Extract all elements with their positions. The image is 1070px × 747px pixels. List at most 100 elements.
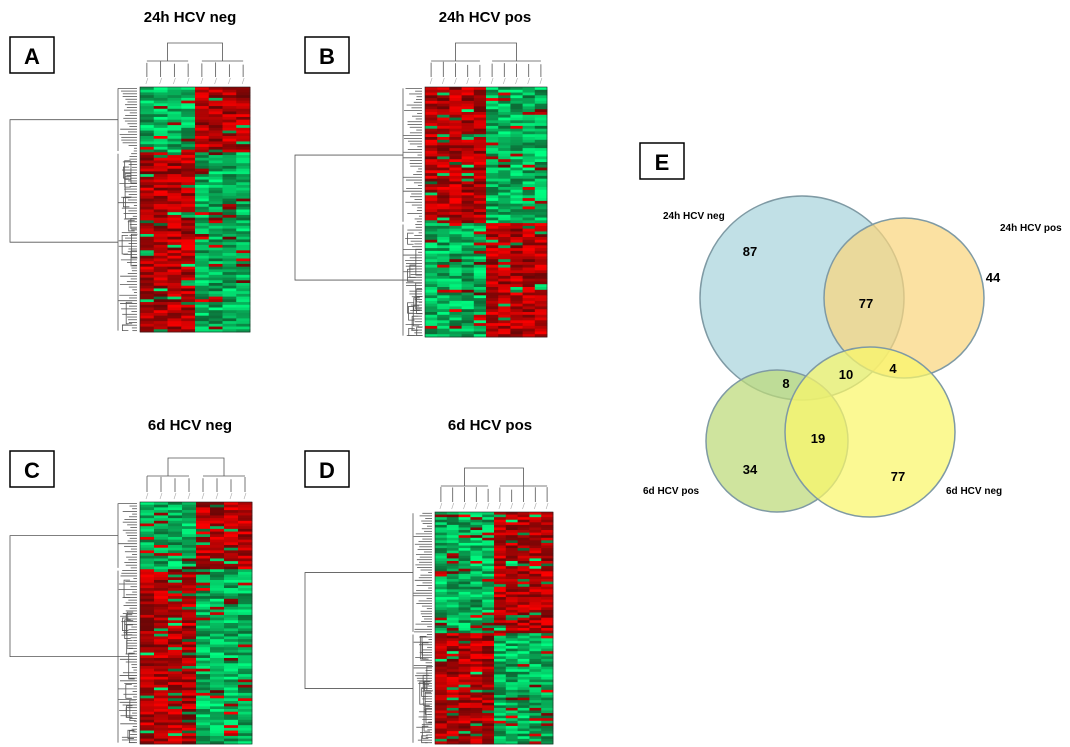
heatmap-cell bbox=[458, 635, 471, 639]
heatmap-cell bbox=[140, 598, 155, 602]
heatmap-cell bbox=[236, 214, 251, 219]
heatmap-cell bbox=[541, 602, 554, 606]
heatmap-cell bbox=[470, 563, 483, 567]
heatmap-cell bbox=[461, 137, 475, 141]
heatmap-cell bbox=[534, 198, 548, 202]
heatmap-cell bbox=[435, 550, 448, 554]
heatmap-cell bbox=[435, 640, 448, 644]
heatmap-cell bbox=[196, 647, 211, 651]
heatmap-cell bbox=[196, 569, 211, 573]
heatmap-cell bbox=[505, 646, 518, 650]
heatmap-cell bbox=[154, 703, 169, 707]
heatmap-cell bbox=[446, 576, 459, 580]
heatmap-cell bbox=[208, 293, 223, 298]
heatmap-cell bbox=[210, 547, 225, 551]
heatmap-cell bbox=[181, 187, 196, 191]
heatmap-cell bbox=[529, 653, 542, 657]
heatmap-cell bbox=[498, 109, 511, 113]
heatmap-cell bbox=[168, 738, 183, 742]
heatmap-cell bbox=[437, 153, 450, 157]
heatmap-cell bbox=[534, 114, 548, 118]
heatmap-cell bbox=[181, 179, 196, 183]
heatmap-cell bbox=[473, 209, 487, 213]
heatmap-cell bbox=[196, 679, 211, 683]
heatmap-cell bbox=[210, 714, 225, 718]
heatmap-cell bbox=[222, 318, 237, 322]
heatmap-cell bbox=[510, 334, 523, 338]
heatmap-cell bbox=[196, 558, 211, 562]
heatmap-cell bbox=[498, 203, 511, 207]
heatmap-cell bbox=[195, 242, 210, 246]
heatmap-cell bbox=[140, 700, 155, 705]
heatmap-cell bbox=[222, 92, 237, 96]
heatmap-cell bbox=[222, 302, 237, 306]
heatmap-cell bbox=[473, 314, 487, 318]
heatmap-cell bbox=[140, 639, 155, 643]
heatmap-cell bbox=[461, 112, 475, 116]
heatmap-cell bbox=[510, 187, 523, 191]
heatmap-cell bbox=[494, 620, 507, 624]
heatmap-cell bbox=[140, 261, 155, 265]
column-tick bbox=[463, 502, 466, 510]
heatmap-cell bbox=[196, 738, 211, 742]
heatmap-cell bbox=[510, 200, 523, 205]
heatmap-cell bbox=[505, 689, 518, 693]
heatmap-cell bbox=[461, 100, 475, 105]
heatmap-cell bbox=[498, 250, 511, 255]
heatmap-cell bbox=[425, 262, 438, 266]
panel-a-title: 24h HCV neg bbox=[144, 9, 237, 26]
heatmap-cell bbox=[238, 555, 253, 559]
heatmap-cell bbox=[449, 123, 462, 127]
heatmap-cell bbox=[494, 661, 507, 665]
heatmap-cell bbox=[210, 741, 225, 745]
heatmap-cell bbox=[181, 108, 196, 112]
heatmap-cell bbox=[181, 195, 196, 200]
heatmap-cell bbox=[446, 728, 459, 732]
heatmap-cell bbox=[449, 187, 462, 191]
heatmap-cell bbox=[140, 676, 155, 680]
heatmap-cell bbox=[425, 295, 438, 299]
heatmap-cell bbox=[238, 733, 253, 737]
heatmap-cell bbox=[153, 125, 168, 129]
heatmap-cell bbox=[195, 133, 210, 137]
heatmap-cell bbox=[461, 142, 475, 146]
heatmap-cell bbox=[522, 267, 536, 271]
heatmap-cell bbox=[461, 178, 475, 182]
heatmap-cell bbox=[517, 713, 530, 717]
heatmap-cell bbox=[446, 648, 459, 652]
heatmap-cell bbox=[486, 117, 499, 121]
heatmap-cell bbox=[182, 663, 197, 667]
heatmap-cell bbox=[446, 571, 459, 575]
heatmap-cell bbox=[195, 236, 210, 240]
heatmap-cell bbox=[494, 581, 507, 585]
heatmap-cell bbox=[510, 295, 523, 299]
heatmap-cell bbox=[236, 326, 251, 330]
heatmap-cell bbox=[458, 553, 471, 557]
heatmap-cell bbox=[222, 272, 237, 276]
heatmap-cell bbox=[473, 112, 487, 116]
heatmap-cell bbox=[470, 736, 483, 740]
heatmap-cell bbox=[510, 198, 523, 202]
heatmap-cell bbox=[210, 553, 225, 557]
heatmap-cell bbox=[458, 519, 471, 523]
heatmap-cell bbox=[208, 138, 223, 142]
heatmap-cell bbox=[437, 98, 450, 102]
dendrogram-branch bbox=[167, 457, 225, 476]
heatmap-cell bbox=[208, 155, 223, 159]
heatmap-cell bbox=[461, 303, 475, 307]
heatmap-cell bbox=[425, 167, 438, 171]
heatmap-cell bbox=[437, 106, 450, 110]
heatmap-cell bbox=[210, 582, 225, 586]
heatmap-cell bbox=[449, 287, 462, 291]
heatmap-cell bbox=[473, 267, 487, 271]
heatmap-cell bbox=[153, 261, 168, 265]
heatmap-cell bbox=[195, 146, 210, 151]
heatmap-cell bbox=[208, 204, 223, 208]
heatmap-cell bbox=[461, 184, 475, 188]
heatmap-cell bbox=[458, 676, 471, 680]
heatmap-cell bbox=[446, 638, 459, 642]
heatmap-cell bbox=[470, 540, 483, 544]
heatmap-cell bbox=[167, 250, 182, 254]
heatmap-cell bbox=[210, 518, 225, 522]
column-tick bbox=[187, 492, 191, 500]
